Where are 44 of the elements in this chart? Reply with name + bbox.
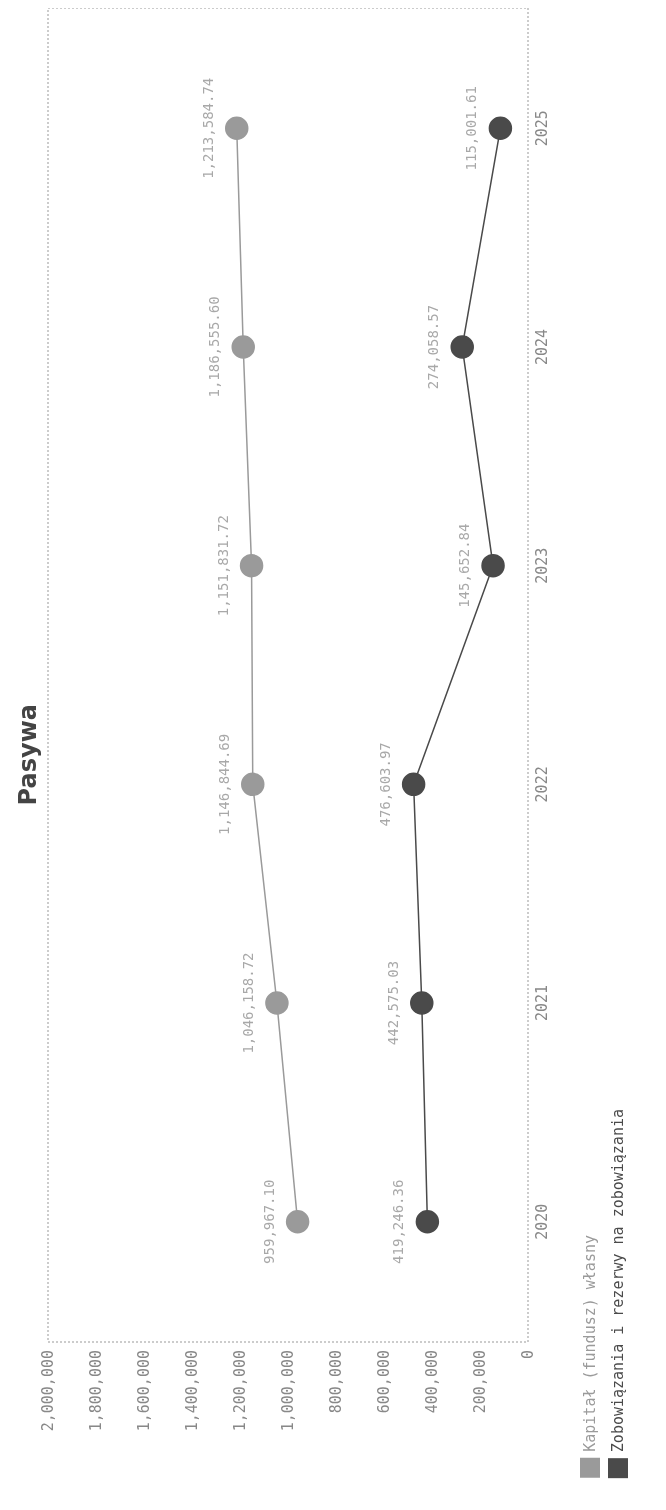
- text: Kapitał (fundusz) własny: [581, 1235, 599, 1452]
- point: [450, 335, 474, 359]
- x-tick-label: 1,600,000: [135, 1350, 153, 1432]
- data-label: 1,046,158.72: [239, 952, 256, 1054]
- data-label: 1,151,831.72: [214, 515, 231, 617]
- point: [224, 116, 249, 141]
- point: [488, 116, 513, 141]
- x-tick-label: 1,400,000: [183, 1350, 201, 1432]
- x-tick-label: 400,000: [423, 1350, 441, 1414]
- point: [401, 772, 426, 797]
- data-label: 1,213,584.74: [199, 77, 216, 179]
- point: [265, 991, 289, 1015]
- data-label: 959,967.10: [260, 1179, 277, 1264]
- x-tick-label: 800,000: [327, 1350, 345, 1414]
- y-tick-label: 2025: [533, 110, 551, 147]
- data-label: 1,186,555.60: [206, 296, 223, 398]
- data-label: 442,575.03: [384, 960, 401, 1046]
- y-tick-label: 2022: [533, 766, 551, 803]
- point: [239, 553, 264, 578]
- data-label: 115,001.61: [463, 86, 480, 171]
- data-label: 1,146,844.69: [215, 733, 232, 835]
- y-tick-label: 2023: [533, 547, 551, 584]
- text: Pasywa: [14, 704, 42, 806]
- data-label: 476,603.97: [376, 742, 393, 827]
- data-label: 145,652.84: [456, 523, 473, 608]
- y-tick-label: 2024: [533, 328, 551, 366]
- point: [241, 772, 265, 797]
- x-tick-label: 1,800,000: [87, 1350, 105, 1432]
- text: Zobowiązania i rezerwy na zobowiązania: [609, 1108, 627, 1452]
- x-tick-label: 2,000,000: [39, 1350, 57, 1432]
- point: [285, 1209, 310, 1234]
- point: [231, 335, 255, 359]
- x-tick-label: 1,200,000: [231, 1350, 249, 1432]
- point: [415, 1209, 440, 1234]
- x-tick-label: 1,000,000: [279, 1350, 297, 1432]
- data-label: 419,246.36: [390, 1179, 407, 1264]
- x-tick-label: 600,000: [375, 1350, 393, 1414]
- data-label: 274,058.57: [425, 304, 442, 390]
- point: [481, 553, 505, 578]
- x-tick-label: 0: [519, 1350, 537, 1360]
- y-tick-label: 2021: [533, 984, 551, 1022]
- point: [410, 991, 434, 1015]
- x-tick-label: 200,000: [471, 1350, 489, 1414]
- y-tick-label: 2020: [533, 1203, 551, 1240]
